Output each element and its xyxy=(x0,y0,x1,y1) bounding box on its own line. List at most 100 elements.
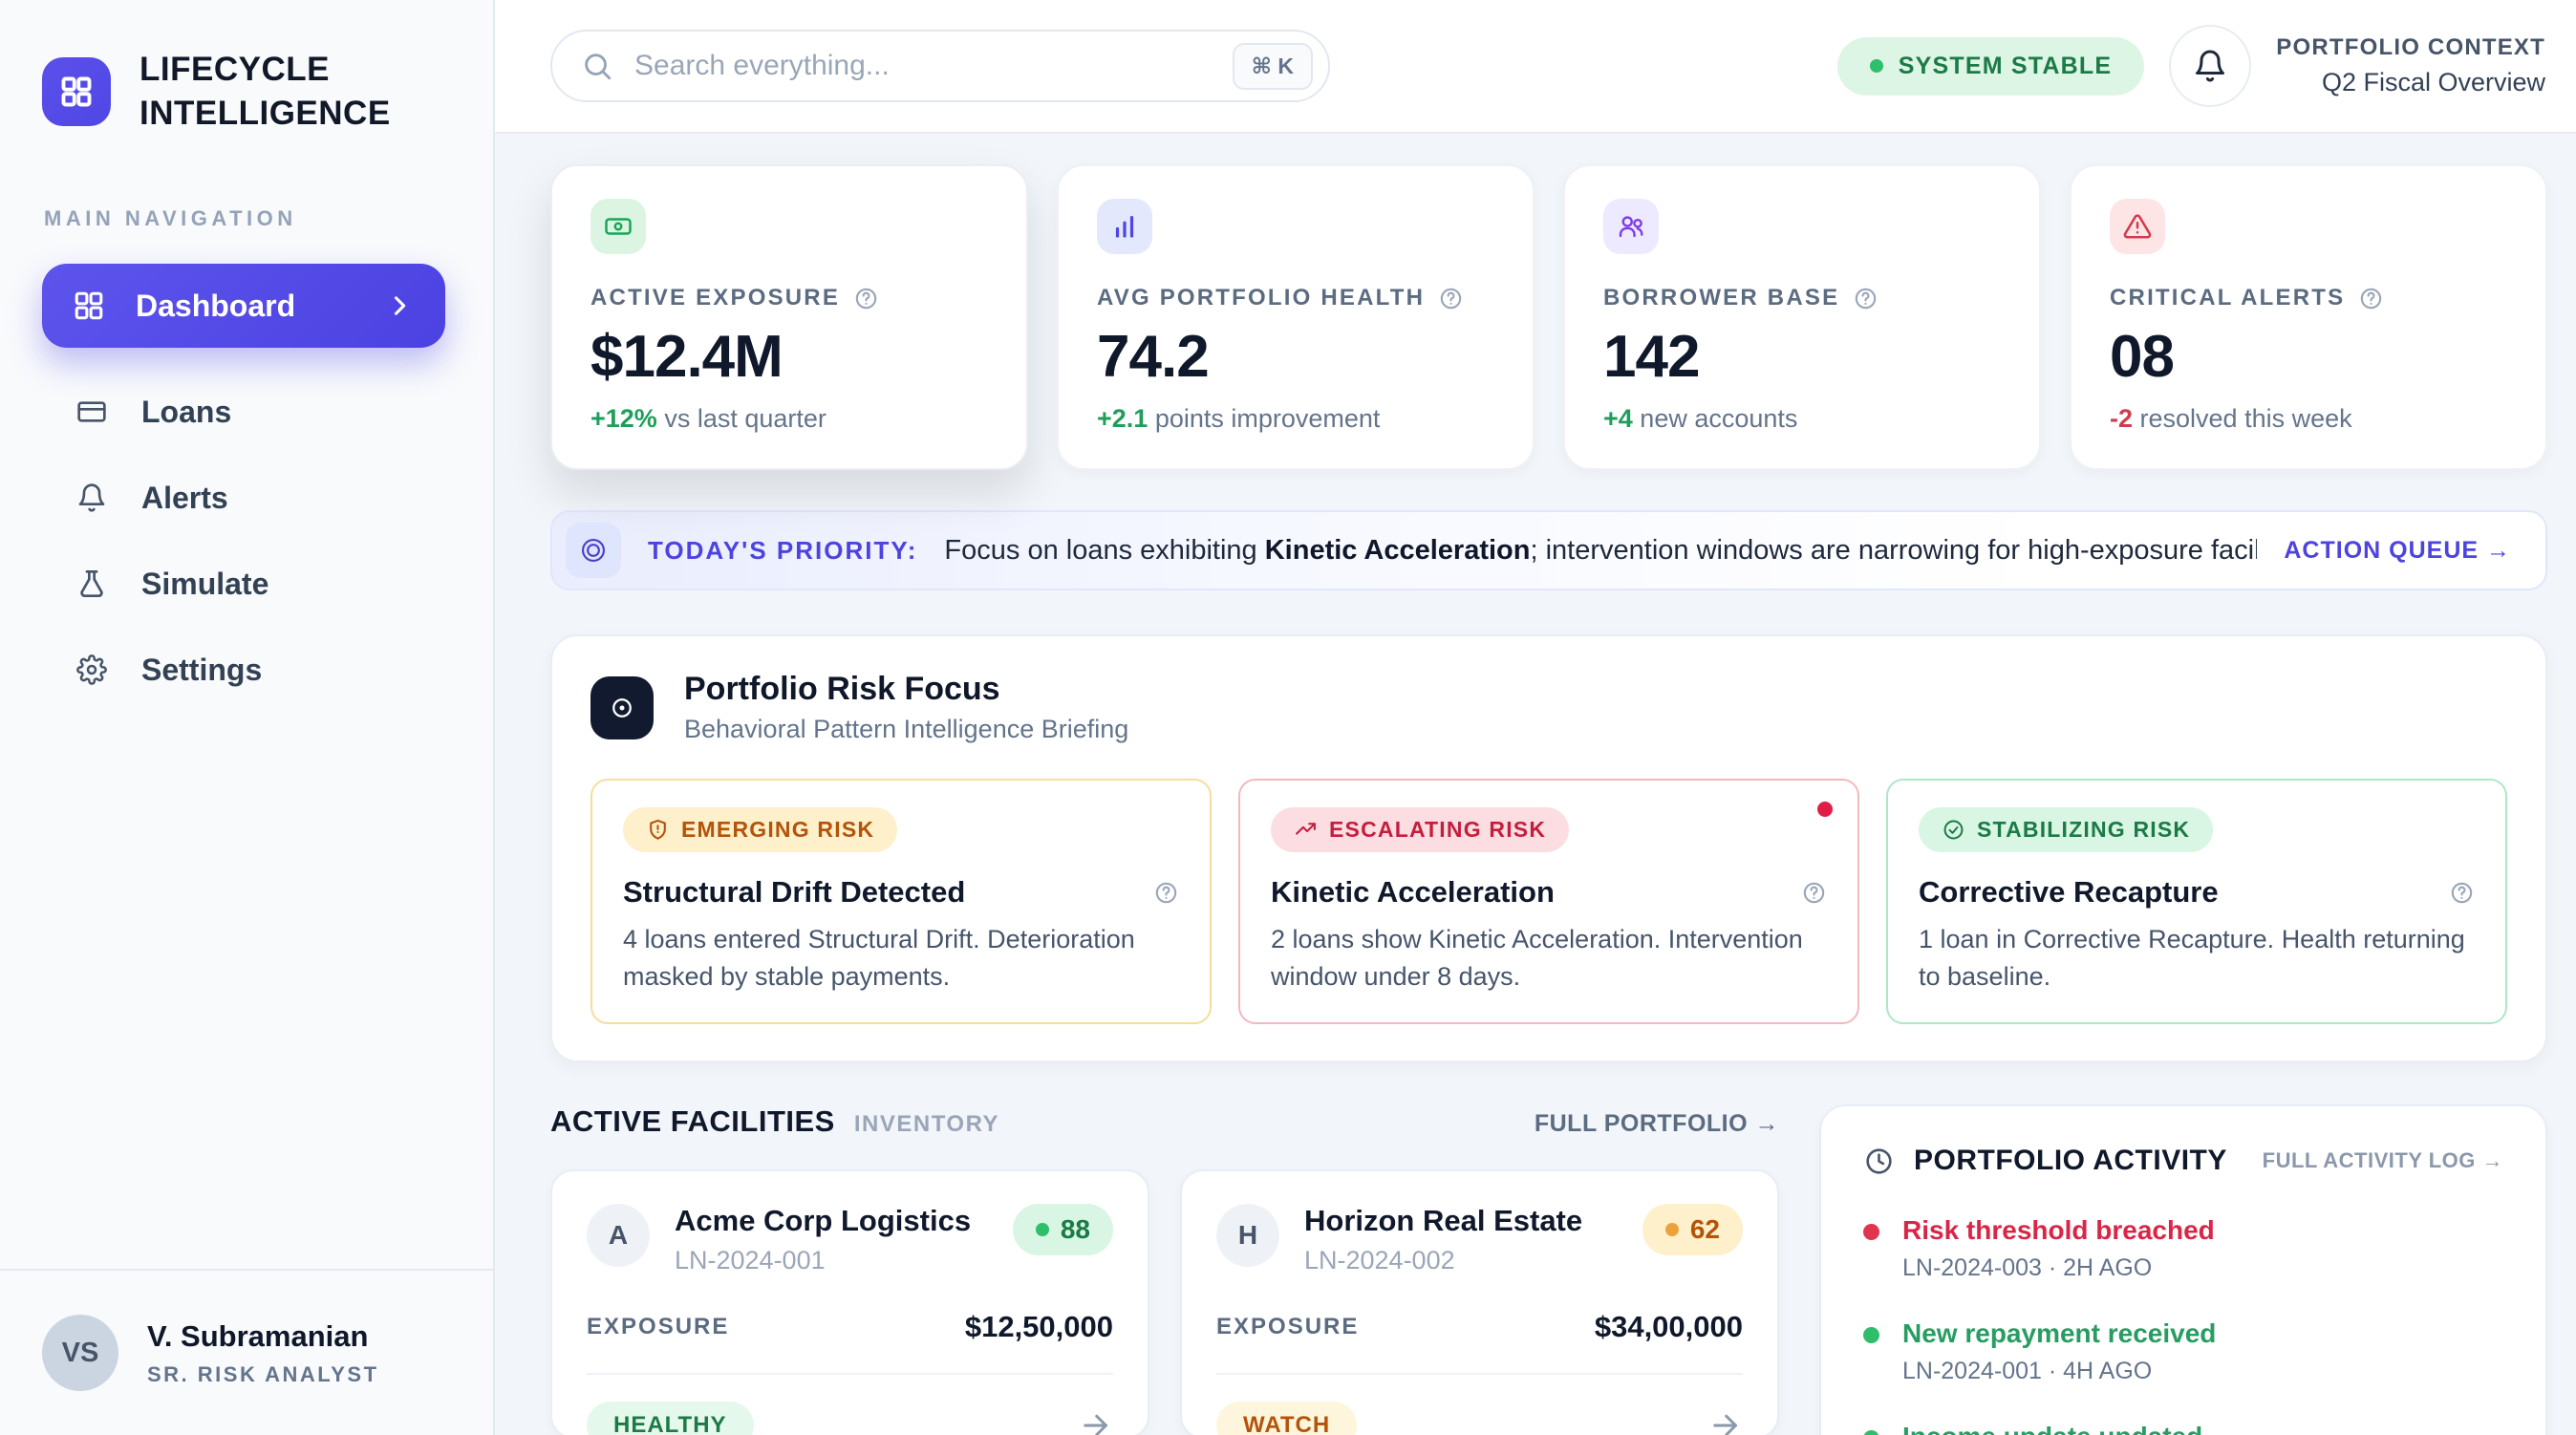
help-icon[interactable] xyxy=(2358,286,2384,311)
kpi-row: ACTIVE EXPOSURE $12.4M +12% vs last quar… xyxy=(550,164,2547,470)
activity-event: New repayment received xyxy=(1902,1318,2217,1349)
kpi-card-portfolio-health[interactable]: AVG PORTFOLIO HEALTH 74.2 +2.1 points im… xyxy=(1057,164,1535,470)
kpi-value: 74.2 xyxy=(1097,324,1210,390)
activity-item[interactable]: Income update updated LN-2024-004 · 1D A… xyxy=(1863,1422,2503,1435)
facilities-subtitle: INVENTORY xyxy=(853,1111,1000,1138)
risk-card-stabilizing[interactable]: STABILIZING RISK Corrective Recapture 1 … xyxy=(1886,779,2507,1025)
user-name: V. Subramanian xyxy=(147,1318,369,1353)
kpi-label: ACTIVE EXPOSURE xyxy=(590,285,841,311)
activity-meta: LN-2024-003 · 2H AGO xyxy=(1902,1254,2153,1282)
help-icon[interactable] xyxy=(1153,880,1179,906)
activity-event: Risk threshold breached xyxy=(1902,1215,2215,1246)
user-role: SR. RISK ANALYST xyxy=(147,1361,379,1386)
risk-body: 2 loans show Kinetic Acceleration. Inter… xyxy=(1271,925,1803,992)
risk-title: Corrective Recapture xyxy=(1919,875,2219,909)
sidebar: Lifecycle Intelligence MAIN NAVIGATION D… xyxy=(0,0,495,1435)
status-badge: HEALTHY xyxy=(587,1402,754,1435)
active-facilities-section: ACTIVE FACILITIES INVENTORY FULL PORTFOL… xyxy=(550,1104,1779,1435)
facility-card-horizon[interactable]: H Horizon Real Estate LN-2024-002 62 xyxy=(1180,1169,1779,1435)
risk-title: Kinetic Acceleration xyxy=(1271,875,1555,909)
notifications-button[interactable] xyxy=(2169,25,2252,107)
sidebar-item-simulate[interactable]: Simulate xyxy=(42,541,445,627)
activity-list: Risk threshold breached LN-2024-003 · 2H… xyxy=(1863,1215,2503,1435)
facility-grid: A Acme Corp Logistics LN-2024-001 88 xyxy=(550,1169,1779,1435)
avatar: A xyxy=(587,1204,650,1268)
clock-icon xyxy=(1866,1148,1892,1174)
priority-banner: TODAY'S PRIORITY: Focus on loans exhibit… xyxy=(550,510,2547,590)
risk-card-escalating[interactable]: ESCALATING RISK Kinetic Acceleration 2 l… xyxy=(1238,779,1859,1025)
shield-icon xyxy=(650,819,666,840)
flask-icon xyxy=(80,570,103,598)
kpi-label: AVG PORTFOLIO HEALTH xyxy=(1097,285,1426,311)
sidebar-item-dashboard[interactable]: Dashboard xyxy=(42,264,445,349)
facilities-title: ACTIVE FACILITIES xyxy=(550,1104,835,1139)
help-icon[interactable] xyxy=(1438,286,1464,311)
help-icon[interactable] xyxy=(1853,286,1878,311)
kpi-card-borrower-base[interactable]: BORROWER BASE 142 +4 new accounts xyxy=(1563,164,2041,470)
priority-label: TODAY'S PRIORITY: xyxy=(648,535,918,565)
sidebar-item-settings[interactable]: Settings xyxy=(42,627,445,713)
divider xyxy=(587,1373,1113,1376)
facility-code: LN-2024-001 xyxy=(675,1246,826,1275)
dashboard-grid-icon xyxy=(75,292,103,320)
sidebar-item-loans[interactable]: Loans xyxy=(42,369,445,455)
score-dot-icon xyxy=(1035,1223,1049,1237)
activity-title: PORTFOLIO ACTIVITY xyxy=(1914,1145,2227,1177)
check-circle-icon xyxy=(1943,820,1964,840)
search-box[interactable]: ⌘ K xyxy=(550,30,1330,102)
action-queue-link[interactable]: ACTION QUEUE → xyxy=(2284,536,2511,564)
bell-icon xyxy=(78,483,105,513)
risk-card-grid: EMERGING RISK Structural Drift Detected … xyxy=(590,779,2507,1025)
system-status-badge: SYSTEM STABLE xyxy=(1836,36,2145,96)
alert-triangle-icon xyxy=(2110,199,2165,254)
context-label: PORTFOLIO CONTEXT xyxy=(2276,33,2545,60)
risk-badge: STABILIZING RISK xyxy=(1919,807,2214,852)
search-input[interactable] xyxy=(634,50,1212,82)
brand-logo-icon xyxy=(42,57,111,127)
gear-icon xyxy=(76,654,107,686)
user-profile[interactable]: VS V. Subramanian SR. RISK ANALYST xyxy=(0,1269,493,1435)
full-portfolio-link[interactable]: FULL PORTFOLIO → xyxy=(1534,1110,1779,1138)
kpi-value: 142 xyxy=(1603,324,1700,390)
activity-dot-icon xyxy=(1863,1327,1879,1344)
facility-card-acme[interactable]: A Acme Corp Logistics LN-2024-001 88 xyxy=(550,1169,1149,1435)
status-dot-icon xyxy=(1869,59,1883,73)
facility-name: Horizon Real Estate xyxy=(1304,1204,1583,1238)
section-title: Portfolio Risk Focus xyxy=(684,671,1000,707)
kpi-card-critical-alerts[interactable]: CRITICAL ALERTS 08 -2 resolved this week xyxy=(2070,164,2547,470)
activity-item[interactable]: Risk threshold breached LN-2024-003 · 2H… xyxy=(1863,1215,2503,1282)
credit-card-icon xyxy=(77,401,106,423)
trending-up-icon xyxy=(1296,823,1316,835)
bar-chart-icon xyxy=(1097,199,1152,254)
kpi-card-active-exposure[interactable]: ACTIVE EXPOSURE $12.4M +12% vs last quar… xyxy=(550,164,1028,470)
risk-card-emerging[interactable]: EMERGING RISK Structural Drift Detected … xyxy=(590,779,1212,1025)
nav-section-label: MAIN NAVIGATION xyxy=(44,206,297,231)
activity-dot-icon xyxy=(1863,1224,1879,1241)
help-icon[interactable] xyxy=(1801,880,1827,906)
risk-body: 1 loan in Corrective Recapture. Health r… xyxy=(1919,925,2465,992)
risk-focus-icon xyxy=(590,675,654,739)
bell-icon xyxy=(2196,50,2225,82)
health-score-badge: 62 xyxy=(1642,1204,1743,1256)
priority-text: Focus on loans exhibiting Kinetic Accele… xyxy=(944,534,2258,566)
sidebar-item-alerts[interactable]: Alerts xyxy=(42,455,445,541)
risk-badge: ESCALATING RISK xyxy=(1271,807,1570,852)
portfolio-activity-panel: PORTFOLIO ACTIVITY FULL ACTIVITY LOG → R… xyxy=(1819,1104,2547,1435)
exposure-value: $34,00,000 xyxy=(1594,1310,1743,1344)
activity-event: Income update updated xyxy=(1902,1422,2202,1435)
arrow-right-icon[interactable] xyxy=(1079,1408,1113,1435)
help-icon[interactable] xyxy=(853,286,879,311)
context-value: Q2 Fiscal Overview xyxy=(2321,68,2545,97)
section-subtitle: Behavioral Pattern Intelligence Briefing xyxy=(684,715,1129,743)
activity-meta: LN-2024-001 · 4H AGO xyxy=(1902,1358,2153,1385)
kpi-label: CRITICAL ALERTS xyxy=(2110,285,2346,311)
top-bar: ⌘ K SYSTEM STABLE PORTFOLIO CONTEXT Q2 F… xyxy=(495,0,2576,134)
arrow-right-icon[interactable] xyxy=(1708,1408,1743,1435)
help-icon[interactable] xyxy=(2449,880,2475,906)
sidebar-item-label: Loans xyxy=(141,394,232,429)
kpi-value: $12.4M xyxy=(590,324,784,390)
full-activity-log-link[interactable]: FULL ACTIVITY LOG → xyxy=(2262,1148,2503,1173)
activity-item[interactable]: New repayment received LN-2024-001 · 4H … xyxy=(1863,1318,2503,1385)
activity-dot-icon xyxy=(1863,1430,1879,1435)
